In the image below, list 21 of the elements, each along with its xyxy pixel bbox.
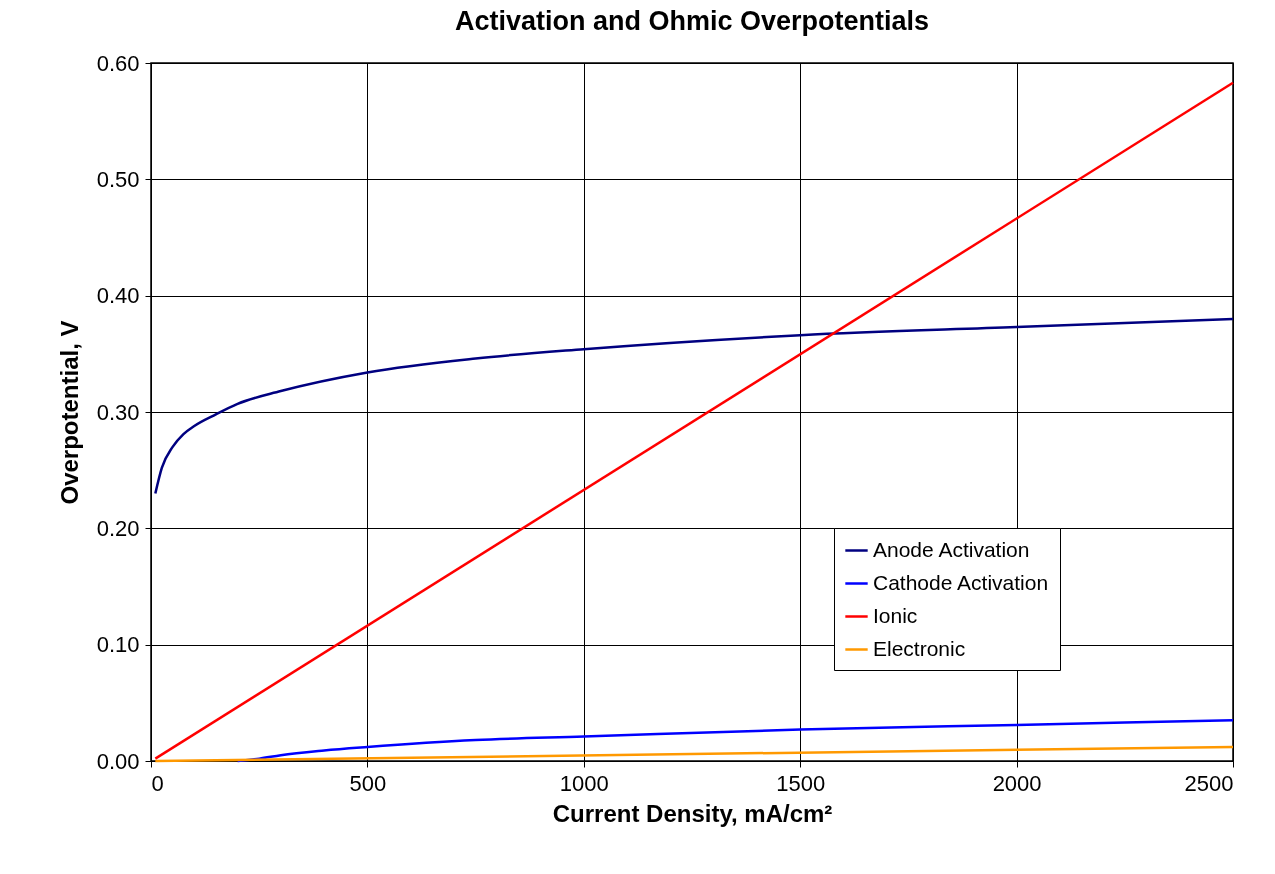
y-tick-label: 0.30: [96, 399, 140, 425]
x-tick-label: 0: [151, 770, 164, 796]
y-tick-label: 0.60: [96, 50, 140, 76]
y-tick-label: 0.00: [96, 748, 140, 774]
x-axis-title: Current Density, mA/cm²: [552, 799, 833, 827]
x-tick-label: 2000: [992, 770, 1042, 796]
chart-title: Activation and Ohmic Overpotentials: [454, 6, 930, 36]
y-tick-label: 0.20: [96, 515, 140, 541]
y-tick-label: 0.50: [96, 166, 140, 192]
legend-label: Ionic: [873, 603, 918, 627]
y-axis-title: Overpotential, V: [55, 320, 83, 505]
legend-label: Electronic: [873, 636, 966, 660]
line-series: [236, 719, 1235, 763]
y-tick-label: 0.40: [96, 283, 140, 309]
x-tick-label: 1500: [776, 770, 826, 796]
x-tick-label: 500: [349, 770, 387, 796]
legend-label: Cathode Activation: [873, 570, 1049, 594]
x-tick-label: 2500: [1184, 770, 1234, 796]
legend-label: Anode Activation: [873, 537, 1030, 561]
x-tick-label: 1000: [559, 770, 609, 796]
y-tick-label: 0.10: [96, 632, 140, 658]
